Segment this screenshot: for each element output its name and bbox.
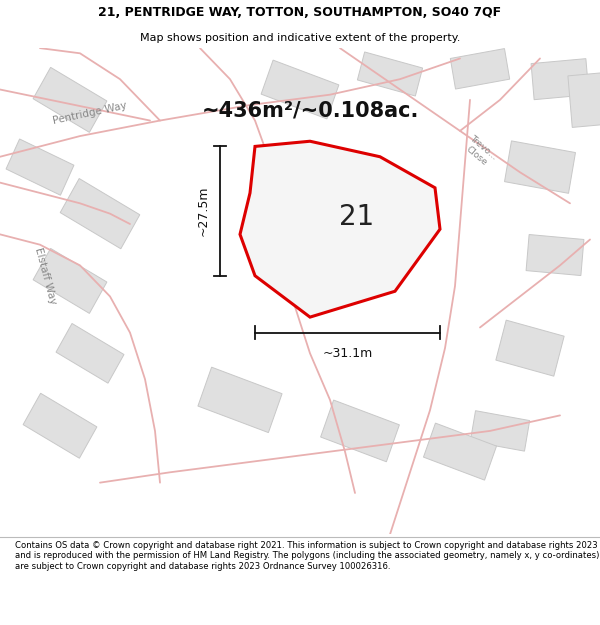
- Text: ~27.5m: ~27.5m: [197, 186, 210, 236]
- Text: Contains OS data © Crown copyright and database right 2021. This information is : Contains OS data © Crown copyright and d…: [15, 541, 599, 571]
- Bar: [358, 52, 422, 96]
- Bar: [23, 393, 97, 458]
- Bar: [531, 59, 589, 99]
- Polygon shape: [240, 141, 440, 317]
- Bar: [60, 179, 140, 249]
- Bar: [56, 324, 124, 383]
- Bar: [33, 68, 107, 132]
- Bar: [470, 411, 530, 451]
- Bar: [6, 139, 74, 195]
- Text: Map shows position and indicative extent of the property.: Map shows position and indicative extent…: [140, 32, 460, 43]
- Bar: [568, 72, 600, 127]
- Bar: [198, 367, 282, 432]
- Bar: [320, 400, 400, 462]
- Text: Pentridge Way: Pentridge Way: [52, 101, 128, 126]
- Text: Trevo...
Close: Trevo... Close: [461, 134, 499, 169]
- Text: 21, PENTRIDGE WAY, TOTTON, SOUTHAMPTON, SO40 7QF: 21, PENTRIDGE WAY, TOTTON, SOUTHAMPTON, …: [98, 6, 502, 19]
- Bar: [526, 234, 584, 276]
- Bar: [33, 248, 107, 313]
- Text: ~31.1m: ~31.1m: [322, 347, 373, 360]
- Bar: [496, 320, 564, 376]
- Text: 21: 21: [340, 203, 374, 231]
- Text: Elstaff Way: Elstaff Way: [32, 246, 58, 305]
- Bar: [505, 141, 575, 193]
- Bar: [451, 49, 509, 89]
- Bar: [261, 60, 339, 119]
- Bar: [424, 423, 497, 480]
- Text: ~436m²/~0.108ac.: ~436m²/~0.108ac.: [202, 100, 419, 120]
